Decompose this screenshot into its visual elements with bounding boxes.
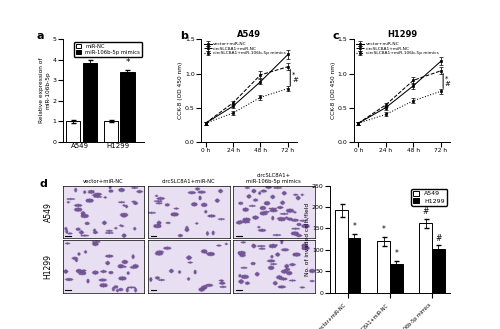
Text: *
#: * # — [445, 75, 450, 87]
Y-axis label: CCK-8 (OD 450 nm): CCK-8 (OD 450 nm) — [330, 62, 336, 119]
Title: circSLC8A1+miR-NC: circSLC8A1+miR-NC — [162, 179, 216, 184]
Text: a: a — [36, 31, 44, 41]
Bar — [336, 211, 348, 293]
Y-axis label: A549: A549 — [44, 202, 52, 222]
Legend: A549, H1299: A549, H1299 — [411, 189, 447, 206]
Y-axis label: CCK-8 (OD 450 nm): CCK-8 (OD 450 nm) — [178, 62, 183, 119]
Title: A549: A549 — [237, 30, 261, 39]
Text: #: # — [435, 234, 442, 242]
Bar — [82, 63, 96, 141]
Bar — [432, 249, 444, 293]
Legend: vector+miR-NC, circSLC8A1+miR-NC, circSLC8A1+miR-106b-5p mimics: vector+miR-NC, circSLC8A1+miR-NC, circSL… — [203, 42, 286, 56]
Title: H1299: H1299 — [387, 30, 417, 39]
Text: *
#: * # — [292, 72, 298, 83]
Legend: vector+miR-NC, circSLC8A1+miR-NC, circSLC8A1+miR-106b-5p mimics: vector+miR-NC, circSLC8A1+miR-NC, circSL… — [356, 42, 439, 56]
Title: circSLC8A1+
miR-106b-5p mimics: circSLC8A1+ miR-106b-5p mimics — [246, 173, 302, 184]
Legend: miR-NC, miR-106b-5p mimics: miR-NC, miR-106b-5p mimics — [74, 42, 142, 57]
Bar — [420, 223, 432, 293]
Text: *: * — [394, 249, 398, 259]
Y-axis label: Relative expression of
miR-106b-5p: Relative expression of miR-106b-5p — [40, 58, 50, 123]
Bar — [104, 121, 118, 141]
Text: *: * — [88, 49, 92, 58]
Text: *: * — [382, 225, 386, 234]
Bar — [120, 72, 134, 141]
Bar — [348, 238, 360, 293]
Text: c: c — [332, 31, 340, 41]
Title: vector+miR-NC: vector+miR-NC — [83, 179, 124, 184]
Text: d: d — [40, 179, 48, 189]
Bar — [390, 264, 402, 293]
Text: #: # — [422, 208, 429, 216]
Y-axis label: No. of invaded cells/field: No. of invaded cells/field — [304, 203, 310, 276]
Text: *: * — [352, 222, 356, 231]
Text: *: * — [125, 59, 130, 67]
Bar — [66, 121, 80, 141]
Y-axis label: H1299: H1299 — [44, 254, 52, 279]
Text: b: b — [180, 31, 188, 41]
Bar — [378, 241, 390, 293]
